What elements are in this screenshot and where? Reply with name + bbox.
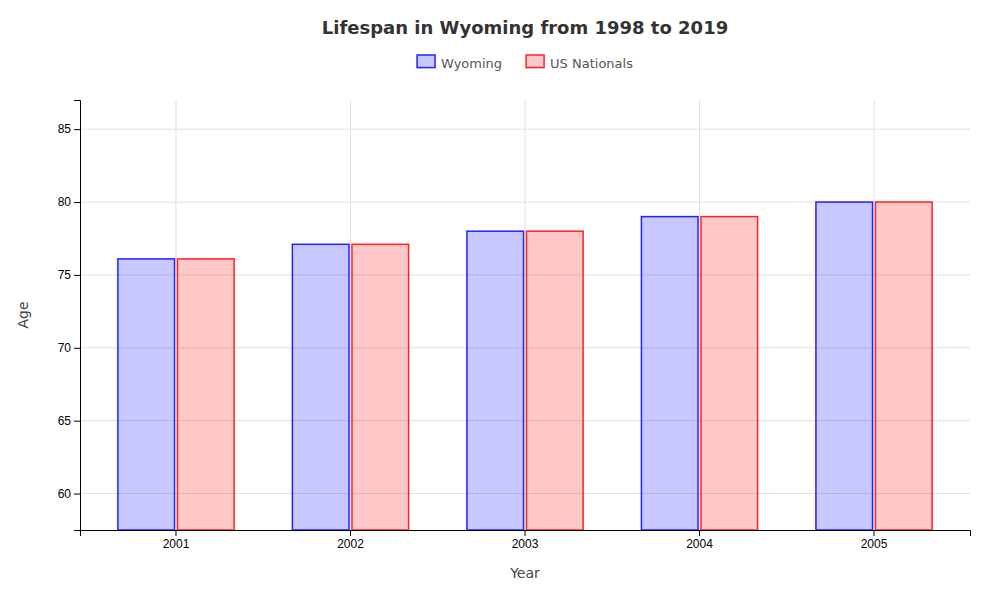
bar bbox=[352, 244, 409, 530]
bar-series bbox=[118, 202, 873, 530]
y-axis: 60 65 70 75 80 85 bbox=[58, 101, 81, 531]
tick-label: 65 bbox=[58, 414, 72, 428]
legend-label: US Nationals bbox=[550, 56, 633, 71]
legend-label: Wyoming bbox=[441, 56, 502, 71]
x-axis-title: Year bbox=[509, 565, 540, 581]
tick-mark bbox=[874, 530, 875, 536]
grid-line-x bbox=[350, 100, 351, 530]
tick-mark bbox=[74, 129, 80, 130]
tick-mark bbox=[350, 530, 351, 536]
tick: 85 bbox=[58, 122, 80, 136]
tick-mark bbox=[74, 494, 80, 495]
tick: 60 bbox=[58, 487, 80, 501]
bar bbox=[876, 202, 933, 530]
grid-line-x bbox=[874, 100, 875, 530]
tick-label: 2001 bbox=[163, 537, 190, 551]
bar bbox=[701, 217, 758, 530]
legend-swatch bbox=[526, 55, 544, 68]
tick-mark bbox=[74, 421, 80, 422]
tick-label: 2005 bbox=[861, 537, 888, 551]
tick: 2001 bbox=[163, 530, 190, 551]
bar bbox=[177, 259, 234, 530]
tick: 2003 bbox=[512, 530, 539, 551]
title: Lifespan in Wyoming from 1998 to 2019 bbox=[322, 17, 728, 38]
tick-mark bbox=[699, 530, 700, 536]
tick-label: 75 bbox=[58, 268, 72, 282]
tick-label: 80 bbox=[58, 195, 72, 209]
bar bbox=[526, 231, 583, 530]
tick-label: 70 bbox=[58, 341, 72, 355]
tick: 2004 bbox=[686, 530, 713, 551]
tick-mark bbox=[525, 530, 526, 536]
tick: 70 bbox=[58, 341, 80, 355]
tick: 80 bbox=[58, 195, 80, 209]
tick: 2005 bbox=[861, 530, 888, 551]
plot: 2001 2002 2003 2004 2005 60 65 70 75 80 85 bbox=[58, 100, 971, 551]
grid-line-x bbox=[699, 100, 700, 530]
tick-label: 2004 bbox=[686, 537, 713, 551]
tick-label: 2002 bbox=[337, 537, 364, 551]
axis-line bbox=[74, 101, 81, 531]
bar-series bbox=[177, 202, 932, 530]
legend-item: Wyoming bbox=[417, 55, 502, 71]
tick-mark bbox=[74, 202, 80, 203]
bar bbox=[467, 231, 524, 530]
bar bbox=[816, 202, 873, 530]
bar bbox=[292, 244, 349, 530]
x-axis: 2001 2002 2003 2004 2005 bbox=[81, 530, 971, 551]
y-axis-title: Age bbox=[15, 301, 31, 328]
grid-line-x bbox=[525, 100, 526, 530]
tick-label: 60 bbox=[58, 487, 72, 501]
grid bbox=[80, 100, 970, 530]
tick-label: 2003 bbox=[512, 537, 539, 551]
tick: 65 bbox=[58, 414, 80, 428]
bars bbox=[118, 202, 932, 530]
tick-label: 85 bbox=[58, 122, 72, 136]
axis-line bbox=[81, 531, 971, 537]
legend-item: US Nationals bbox=[526, 55, 633, 71]
tick-mark bbox=[74, 348, 80, 349]
chart: 2001 2002 2003 2004 2005 60 65 70 75 80 85 Year Age L… bbox=[0, 0, 1000, 600]
tick: 2002 bbox=[337, 530, 364, 551]
legend-swatch bbox=[417, 55, 435, 68]
bar bbox=[118, 259, 175, 530]
grid-line-x bbox=[175, 100, 176, 530]
tick-mark bbox=[74, 275, 80, 276]
legend: Wyoming US Nationals bbox=[417, 55, 633, 71]
bar bbox=[641, 217, 698, 530]
tick: 75 bbox=[58, 268, 80, 282]
tick-mark bbox=[175, 530, 176, 536]
